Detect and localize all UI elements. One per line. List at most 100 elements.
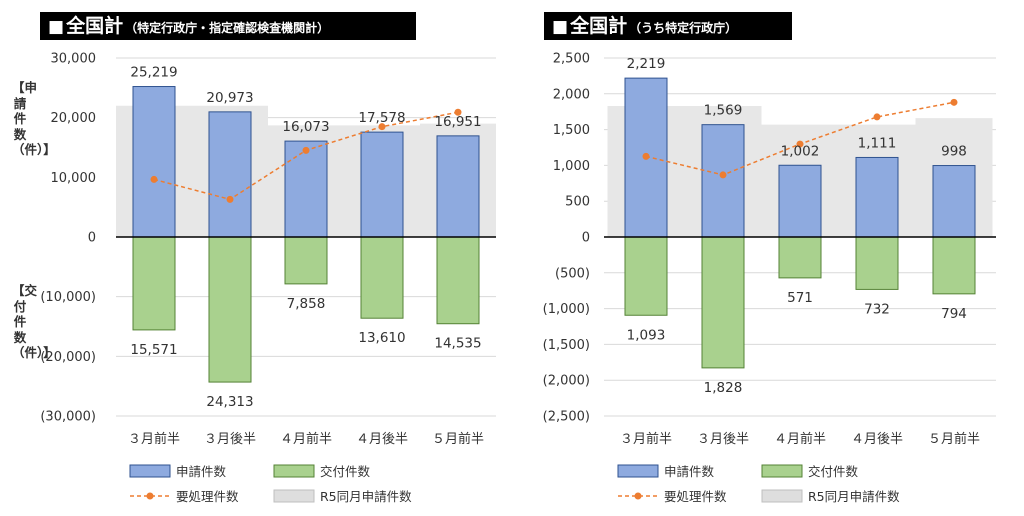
legend-label-issued: 交付件数 [808, 464, 859, 479]
legend-swatch-applications [129, 464, 171, 478]
category-label: ５月前半 [928, 431, 980, 447]
left-ylabel-issued: 【交付件数（件）】 [12, 283, 56, 360]
issued-bar [778, 236, 822, 279]
left-chart-svg: 30,000 20,000 10,000 0 (10,000) (20,000) (30,0… [40, 52, 496, 504]
pending-point [873, 113, 881, 121]
application-data-label: 16,951 [434, 114, 481, 130]
banner-square-icon: ■ [552, 17, 569, 37]
left-chart-panel: 30,000 20,000 10,000 0 (10,000) (20,000) (30,0… [12, 12, 496, 504]
application-data-label: 998 [941, 144, 967, 160]
y-tick-label: 20,000 [51, 111, 97, 126]
legend-swatch-pending-marker [634, 492, 642, 500]
application-bar [778, 164, 822, 238]
issued-data-label: 732 [864, 301, 890, 317]
issued-bar [932, 236, 976, 295]
y-tick-label: (500) [555, 266, 590, 281]
y-tick-label: 2,500 [553, 52, 590, 67]
application-bar [701, 124, 745, 238]
category-label: ４月前半 [774, 431, 826, 447]
application-data-label: 1,569 [704, 103, 743, 119]
issued-data-label: 7,858 [287, 296, 326, 312]
category-label: ３月後半 [697, 432, 749, 447]
y-tick-label: (1,000) [543, 302, 590, 317]
legend-label-r5: R5同月申請件数 [808, 489, 900, 504]
legend-swatch-r5 [273, 489, 315, 503]
pending-point [642, 152, 650, 160]
issued-data-label: 1,093 [627, 327, 666, 343]
y-tick-label: 500 [565, 195, 590, 210]
category-label: ４月後半 [356, 432, 408, 447]
pending-point [226, 195, 234, 203]
banner-title: 全国計 [66, 15, 124, 37]
banner-square-icon: ■ [48, 17, 65, 37]
pending-point [796, 140, 804, 148]
application-data-label: 17,578 [358, 110, 405, 126]
application-data-label: 20,973 [206, 90, 253, 106]
application-bar [284, 140, 328, 238]
banner-subtitle: （特定行政庁・指定確認検査機関計） [125, 21, 330, 35]
application-data-label: 16,073 [282, 119, 329, 135]
y-tick-label: (10,000) [40, 290, 96, 305]
pending-point [719, 171, 727, 179]
issued-data-label: 794 [941, 306, 967, 322]
pending-point [454, 108, 462, 116]
legend-label-pending: 要処理件数 [664, 489, 727, 504]
issued-bar [284, 236, 328, 285]
issued-bar [360, 236, 404, 319]
application-bar [436, 135, 480, 238]
issued-bar [436, 236, 480, 325]
application-bar [855, 156, 899, 238]
application-bar [132, 86, 176, 238]
legend-swatch-issued [761, 464, 803, 478]
y-tick-label: 2,000 [553, 87, 590, 102]
left-ylabel-applications: 【申請件数（件）】 [12, 80, 56, 157]
issued-data-label: 15,571 [130, 342, 177, 358]
issued-data-label: 14,535 [434, 336, 481, 352]
application-bar [932, 165, 976, 238]
y-tick-label: 0 [582, 231, 590, 246]
legend-swatch-r5 [761, 489, 803, 503]
legend-label-pending: 要処理件数 [176, 489, 239, 504]
application-data-label: 2,219 [627, 56, 666, 72]
pending-point [378, 123, 386, 131]
application-data-label: 25,219 [130, 65, 177, 81]
issued-data-label: 24,313 [206, 394, 253, 410]
legend-label-applications: 申請件数 [176, 464, 227, 479]
y-tick-label: 1,000 [553, 159, 590, 174]
category-label: ３月前半 [128, 431, 180, 447]
y-tick-label: (20,000) [40, 350, 96, 365]
application-data-label: 1,002 [781, 143, 820, 159]
y-tick-label: 0 [88, 231, 96, 246]
issued-data-label: 571 [787, 290, 813, 306]
issued-data-label: 1,828 [704, 380, 743, 396]
issued-bar [701, 236, 745, 369]
category-label: ４月後半 [851, 432, 903, 447]
issued-bar [132, 236, 176, 331]
banner-subtitle: （うち特定行政庁） [629, 21, 738, 35]
category-label: ３月前半 [620, 431, 672, 447]
application-bar [208, 111, 252, 238]
y-tick-label: (30,000) [40, 410, 96, 425]
legend-label-issued: 交付件数 [320, 464, 371, 479]
pending-point [150, 175, 158, 183]
category-label: ５月前半 [432, 431, 484, 447]
pending-point [302, 146, 310, 154]
legend-label-r5: R5同月申請件数 [320, 489, 412, 504]
right-chart-panel: 2,500 2,000 1,500 1,000 500 0 (500) (1,000) (1,5… [512, 0, 1024, 516]
banner-title: 全国計 [570, 15, 628, 37]
legend-label-applications: 申請件数 [664, 464, 715, 479]
category-label: ４月前半 [280, 431, 332, 447]
legend-swatch-issued [273, 464, 315, 478]
issued-bar [208, 236, 252, 383]
issued-bar [624, 236, 668, 316]
application-data-label: 1,111 [858, 135, 897, 151]
issued-bar [855, 236, 899, 290]
issued-data-label: 13,610 [358, 330, 405, 346]
legend-swatch-pending-marker [146, 492, 154, 500]
legend-swatch-applications [617, 464, 659, 478]
right-chart-banner: ■ 全国計 （うち特定行政庁） [544, 12, 792, 40]
y-tick-label: (1,500) [543, 338, 590, 353]
y-tick-label: (2,000) [543, 374, 590, 389]
application-bar [360, 131, 404, 238]
category-label: ３月後半 [204, 432, 256, 447]
